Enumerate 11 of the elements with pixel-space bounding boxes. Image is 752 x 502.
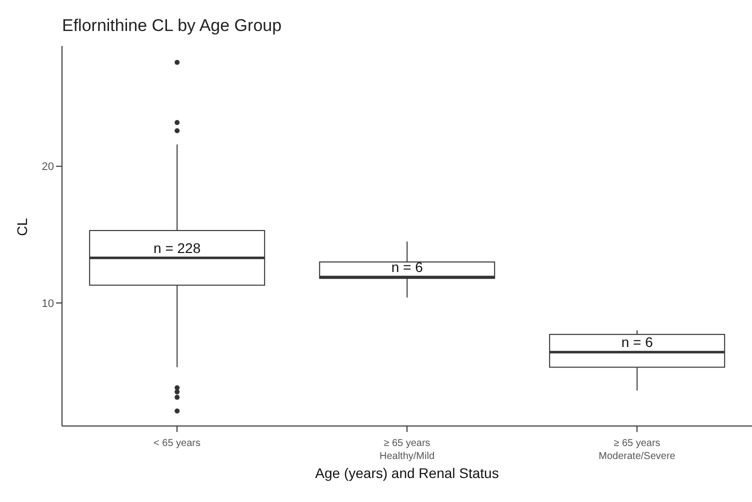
annotation: n = 6 (391, 259, 424, 276)
y-tick-label: 10 (42, 298, 54, 310)
x-tick-label: ≥ 65 years Healthy/Mild (379, 438, 435, 462)
x-axis-title: Age (years) and Renal Status (315, 465, 499, 481)
y-tick-label: 20 (42, 161, 54, 174)
x-tick-label: ≥ 65 years Moderate/Severe (598, 438, 676, 462)
y-axis-title: CL (14, 218, 30, 236)
annotation: n = 6 (621, 334, 654, 350)
x-tick-label: < 65 years (154, 438, 200, 449)
chart-title: Eflornithine CL by Age Group (62, 16, 282, 36)
annotation: n = 228 (154, 240, 201, 256)
